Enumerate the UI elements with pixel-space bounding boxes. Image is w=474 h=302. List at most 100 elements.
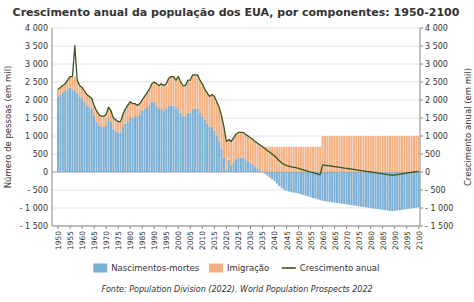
bar — [206, 93, 208, 124]
bar — [233, 163, 235, 172]
bar — [184, 116, 186, 172]
bar — [158, 86, 160, 109]
bar — [324, 136, 326, 172]
bar — [399, 172, 401, 210]
bar — [129, 102, 131, 118]
bar — [367, 172, 369, 208]
bar — [153, 102, 155, 172]
bar — [201, 84, 203, 116]
bar — [240, 132, 242, 157]
bar — [141, 111, 143, 172]
bar — [285, 172, 287, 191]
x-tick-label: 1995 — [162, 231, 171, 250]
bar — [127, 105, 129, 121]
bar — [76, 93, 78, 172]
bar — [117, 132, 119, 172]
bar — [194, 75, 196, 109]
bar — [228, 140, 230, 160]
bar — [146, 107, 148, 172]
x-tick-label: 2000 — [174, 231, 183, 250]
bar — [88, 107, 90, 172]
bar — [403, 136, 405, 172]
bar — [175, 80, 177, 109]
bar — [153, 82, 155, 102]
bar — [79, 86, 81, 97]
bar — [399, 136, 401, 172]
x-tick-label: 1985 — [138, 231, 147, 250]
bar — [343, 172, 345, 204]
x-tick-label: 1990 — [150, 231, 159, 250]
grid-line — [52, 190, 420, 191]
bar — [170, 77, 172, 106]
bar — [310, 147, 312, 172]
bar — [196, 75, 198, 109]
bar — [348, 172, 350, 205]
legend-label: Crescimento anual — [300, 263, 380, 273]
background — [0, 0, 474, 302]
bar — [134, 104, 136, 117]
bar — [209, 96, 211, 127]
bar — [216, 136, 218, 172]
bar — [112, 118, 114, 129]
bar — [95, 122, 97, 172]
bar — [271, 147, 273, 172]
bar — [168, 105, 170, 172]
y-tick-label: 1 500 — [25, 114, 48, 123]
bar — [312, 147, 314, 172]
bar — [242, 158, 244, 172]
bar — [151, 102, 153, 172]
x-tick-label: 2010 — [198, 231, 207, 250]
bar — [384, 172, 386, 210]
y-tick-label: 500 — [33, 150, 48, 159]
bar — [211, 127, 213, 172]
bar — [317, 172, 319, 199]
bar — [295, 172, 297, 193]
bar — [389, 136, 391, 172]
grid-line — [52, 64, 420, 65]
bar — [290, 172, 292, 192]
bar — [180, 113, 182, 172]
bar — [110, 122, 112, 172]
x-tick-label: 1960 — [78, 231, 87, 250]
bar — [189, 113, 191, 172]
bar — [245, 134, 247, 159]
bar — [401, 136, 403, 172]
y-tick-label: 2 500 — [25, 78, 48, 87]
bar — [74, 77, 76, 91]
bar — [322, 172, 324, 201]
bar — [177, 107, 179, 172]
bar — [372, 136, 374, 172]
bar — [406, 172, 408, 209]
bar — [211, 95, 213, 127]
y-tick-label: 2 000 — [25, 96, 48, 105]
bar — [100, 127, 102, 172]
bar — [112, 129, 114, 172]
bar — [293, 172, 295, 193]
x-tick-label: 2065 — [331, 231, 340, 250]
x-tick-label: 2100 — [415, 231, 424, 250]
bar — [370, 136, 372, 172]
bar — [136, 116, 138, 172]
bar — [382, 136, 384, 172]
bar — [413, 172, 415, 208]
grid-line — [52, 226, 420, 227]
x-tick-label: 1965 — [90, 231, 99, 250]
bar — [228, 159, 230, 172]
bar — [411, 136, 413, 172]
x-tick-label: 2050 — [295, 231, 304, 250]
bar — [288, 147, 290, 172]
legend-label: Imigração — [227, 263, 269, 273]
bar — [319, 172, 321, 200]
grid-line — [52, 28, 420, 29]
bar — [132, 104, 134, 118]
x-tick-label: 1950 — [54, 231, 63, 250]
bar — [86, 105, 88, 172]
y2-tick-label: 2 500 — [425, 78, 448, 87]
bar — [148, 89, 150, 105]
bar — [225, 170, 227, 172]
bar — [249, 138, 251, 163]
bar — [266, 172, 268, 176]
x-tick-label: 2080 — [367, 231, 376, 250]
bar — [343, 136, 345, 172]
bar — [360, 136, 362, 172]
